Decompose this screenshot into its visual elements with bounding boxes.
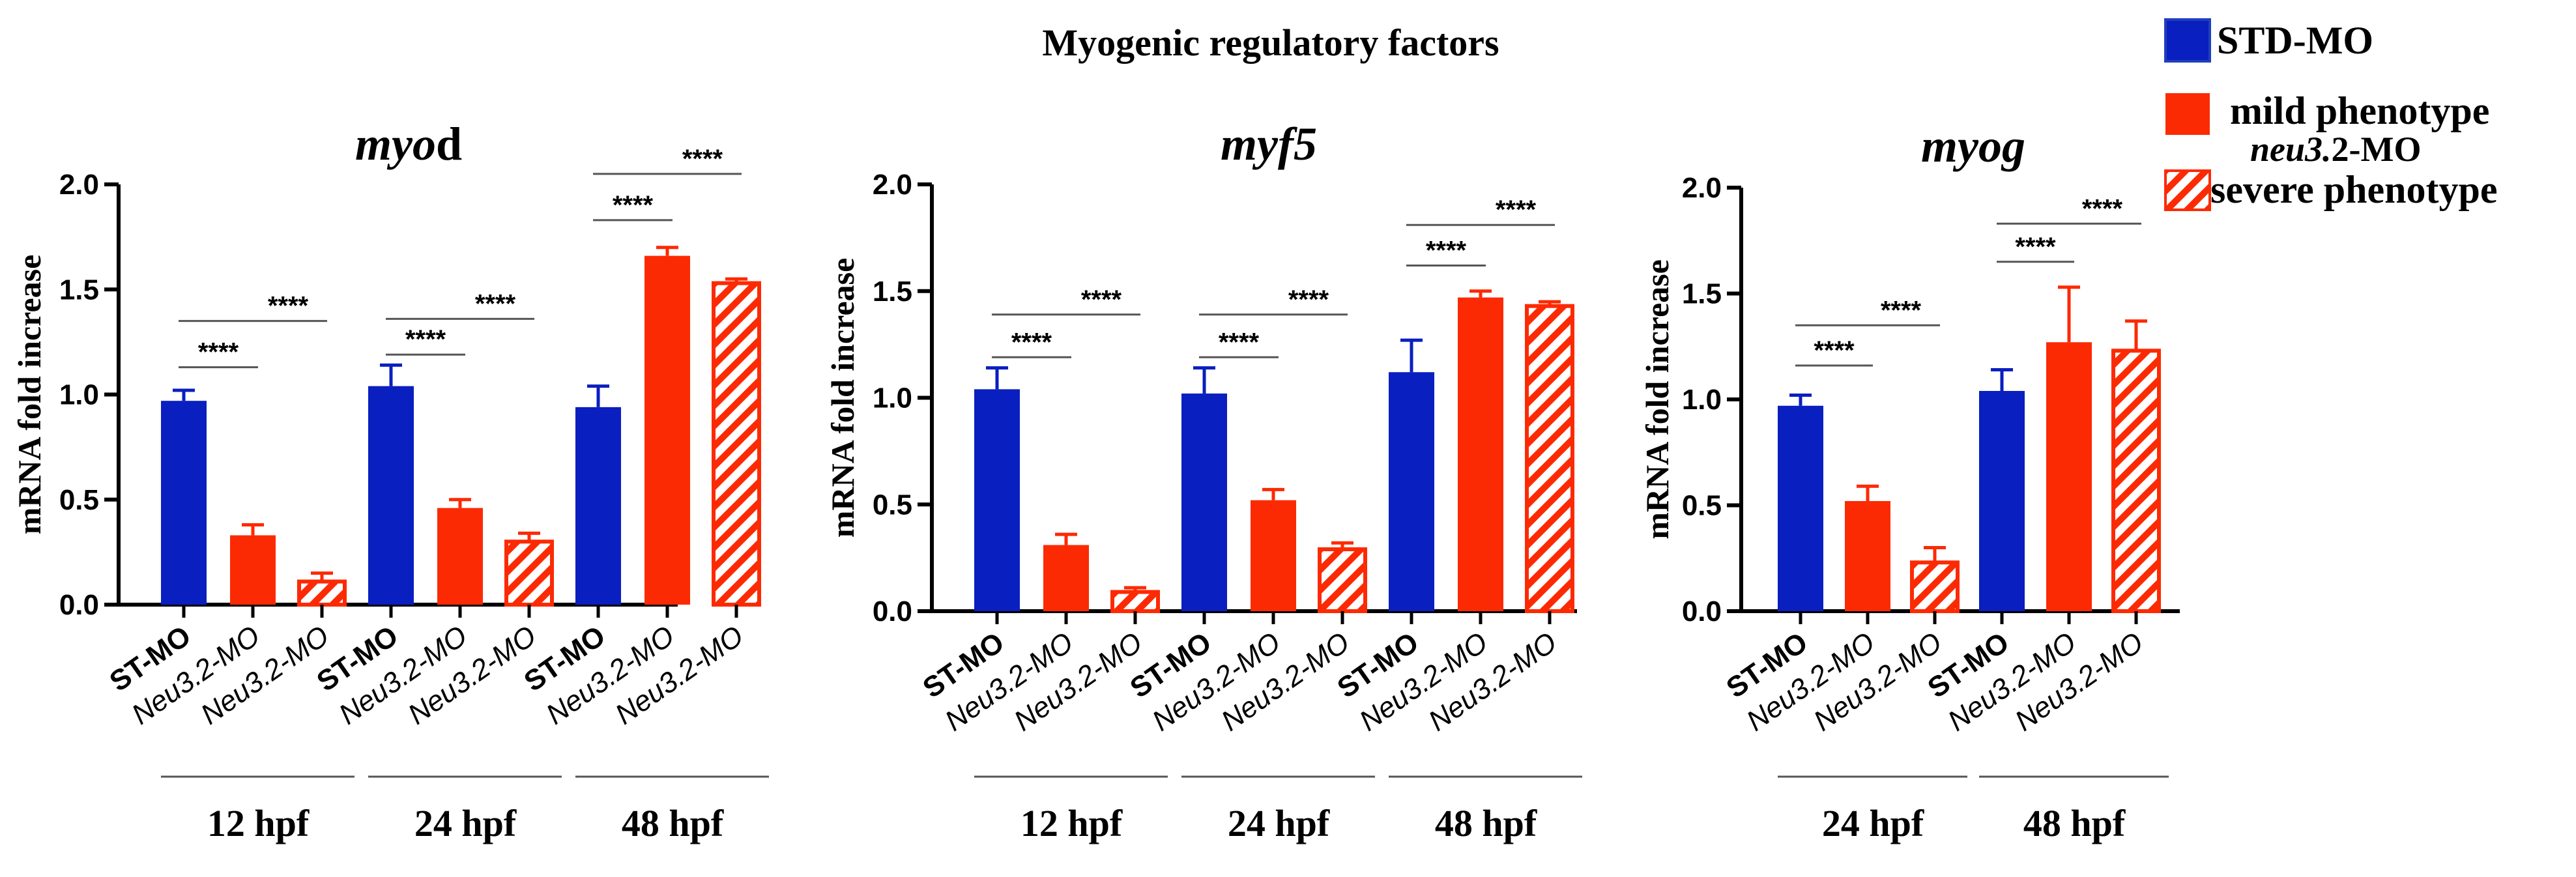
legend-label-severe: severe phenotype [2210,168,2498,211]
bar [1910,560,1960,613]
significance-stars: **** [613,191,654,220]
bar [644,255,690,605]
significance-stars: **** [1081,285,1122,314]
group-label: 12 hpf [207,802,310,844]
y-tick-label: 0.5 [873,489,912,521]
bar [1181,393,1227,611]
significance-stars: **** [1219,328,1260,356]
bar [504,539,554,607]
bar [1979,391,2025,611]
significance-stars: **** [2015,233,2056,261]
chart-title: myod [355,118,462,170]
figure-title: Myogenic regulatory factors [1042,22,1499,64]
y-axis-label: mRNA fold increase [824,258,861,538]
y-tick-label: 2.0 [59,169,99,201]
significance-stars: **** [682,145,723,173]
group-label: 48 hpf [2023,802,2126,844]
significance-stars: **** [268,292,309,321]
y-tick-label: 0.5 [59,484,99,516]
y-tick-label: 0.0 [59,589,99,621]
y-tick-label: 1.5 [1682,278,1722,310]
significance-stars: **** [475,289,516,318]
y-axis-label: mRNA fold increase [11,255,48,535]
bar [368,386,414,605]
bar [297,579,347,607]
bar [575,407,621,605]
chart-title: myf5 [1221,118,1317,170]
bar [1845,501,1890,611]
y-tick-label: 1.0 [59,379,99,411]
significance-stars: **** [1426,236,1467,265]
bar [437,508,483,605]
chart-title-main: myog [1921,120,2025,172]
legend-swatch-mild [2165,93,2210,135]
legend-label-std: STD-MO [2217,19,2373,62]
bar [1778,405,1823,611]
chart-title-suffix: d [436,118,462,170]
bar [974,389,1020,611]
y-tick-label: 0.5 [1682,490,1722,522]
bar [1525,304,1574,613]
y-tick-label: 0.0 [1682,596,1722,627]
y-axis-label: mRNA fold increase [1639,259,1675,539]
significance-stars: **** [2082,194,2123,223]
significance-stars: **** [198,338,239,367]
chart-title-main: myo [355,118,436,170]
group-label: 24 hpf [1228,802,1330,844]
group-label: 48 hpf [1435,802,1537,844]
group-label: 24 hpf [414,802,517,844]
group-label: 48 hpf [622,802,724,844]
bar [712,281,761,607]
group-label: 24 hpf [1822,802,1924,844]
significance-stars: **** [1496,195,1537,224]
legend-swatch-severe [2164,169,2211,211]
y-tick-label: 1.5 [59,274,99,306]
legend: STD-MO mild phenotype neu3.2-MO severe p… [2164,18,2498,211]
group-label: 12 hpf [1020,802,1123,844]
bar [161,401,207,605]
y-tick-label: 2.0 [873,169,912,201]
legend-label-mild: mild phenotype [2230,89,2489,132]
chart-title-main: myf5 [1221,118,1317,170]
y-tick-label: 1.0 [1682,384,1722,416]
bar [2046,342,2092,611]
legend-swatch-std [2164,18,2211,63]
bar [1043,545,1089,611]
y-tick-label: 1.5 [873,276,912,308]
bar [230,535,276,605]
significance-stars: **** [1288,285,1329,314]
bar [1251,500,1296,611]
y-tick-label: 2.0 [1682,172,1722,204]
bar [1389,372,1434,611]
y-tick-label: 0.0 [873,596,912,627]
bar [1110,590,1160,614]
significance-stars: **** [1814,336,1855,365]
significance-stars: **** [1881,296,1922,324]
legend-label-neu: neu3.2-MO [2250,130,2422,169]
significance-stars: **** [1011,328,1052,356]
y-tick-label: 1.0 [873,382,912,414]
significance-stars: **** [405,325,446,354]
bar [2111,349,2161,613]
chart-title: myog [1921,120,2025,172]
bar [1318,547,1367,614]
bar [1458,297,1503,611]
